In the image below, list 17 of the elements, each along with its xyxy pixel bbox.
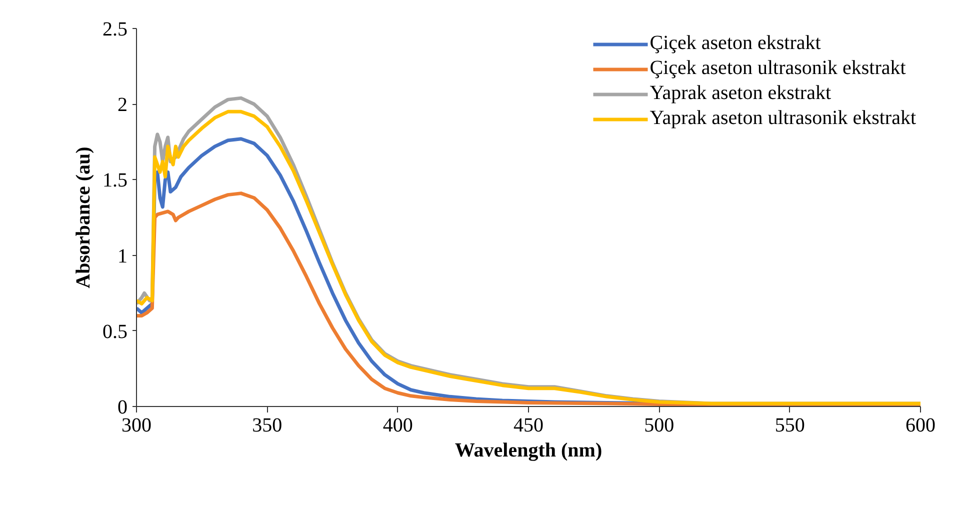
y-tick-label: 1 (118, 245, 128, 268)
y-tick-label: 2.5 (102, 18, 128, 40)
legend-label: Çiçek aseton ekstrakt (650, 32, 821, 55)
legend-label: Yaprak aseton ekstrakt (650, 82, 832, 105)
y-tick-label: 2 (118, 94, 128, 116)
x-tick-label: 350 (252, 414, 282, 436)
x-axis-title: Wavelength (nm) (454, 440, 602, 462)
x-tick-label: 450 (514, 414, 544, 436)
x-tick-label: 500 (644, 414, 674, 436)
y-tick-label: 0.5 (102, 320, 128, 343)
x-tick-label: 400 (382, 414, 413, 436)
y-axis-title: Absorbance (au) (72, 146, 94, 288)
legend-label: Yaprak aseton ultrasonik ekstrakt (650, 107, 916, 130)
legend-label: Çiçek aseton ultrasonik ekstrakt (650, 57, 906, 80)
y-tick-label: 1.5 (102, 170, 128, 192)
x-tick-label: 550 (774, 414, 805, 436)
x-tick-label: 600 (906, 414, 936, 436)
